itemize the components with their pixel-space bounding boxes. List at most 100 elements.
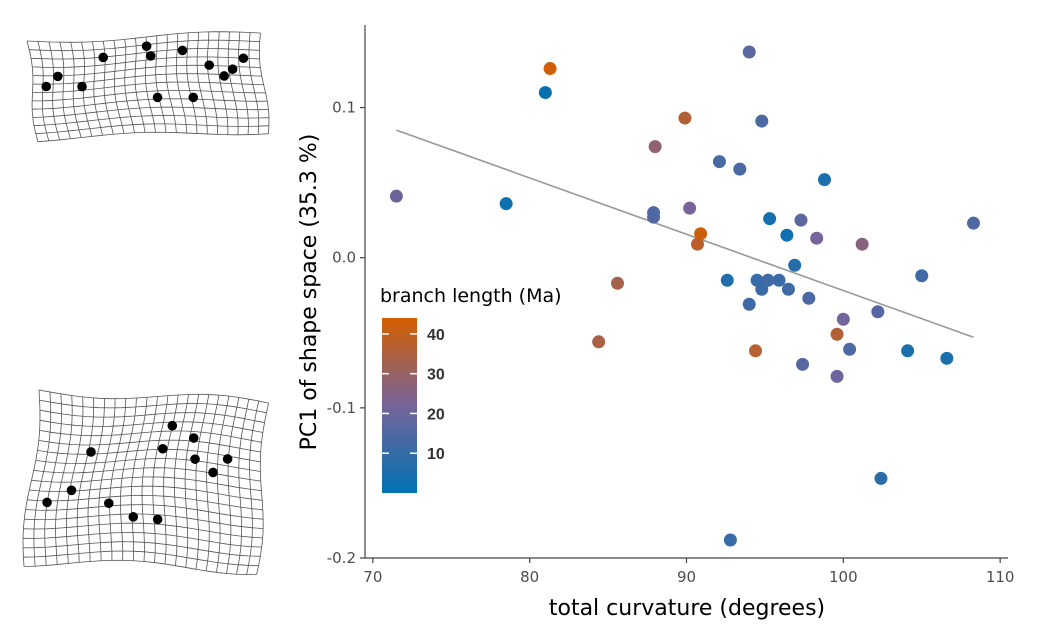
- data-point: [802, 291, 816, 305]
- grid-line: [134, 38, 146, 133]
- y-ticks: 0.1 0.0 -0.1 -0.2: [327, 99, 365, 567]
- grid-line: [32, 106, 269, 118]
- grid-line: [59, 42, 71, 139]
- x-tick-label: 100: [829, 568, 858, 586]
- landmark-point: [86, 447, 96, 457]
- data-point: [966, 216, 980, 230]
- landmark-point: [219, 71, 229, 81]
- grid-line: [37, 448, 261, 463]
- grid-line: [39, 409, 265, 424]
- grid-line: [236, 399, 250, 575]
- landmark-point: [208, 467, 218, 478]
- grid-line: [35, 458, 261, 472]
- grid-line: [246, 400, 260, 575]
- data-point: [678, 111, 692, 125]
- landmark-point: [141, 41, 152, 52]
- grid-line: [29, 485, 263, 501]
- grid-line: [23, 550, 259, 566]
- data-point: [761, 273, 775, 287]
- data-point: [780, 228, 794, 242]
- data-point: [592, 335, 606, 349]
- color-legend: branch length (Ma) 10 20 30 40: [380, 285, 562, 493]
- data-point: [389, 189, 403, 203]
- data-point: [749, 344, 763, 358]
- grid-line: [23, 541, 261, 557]
- data-point: [723, 533, 737, 547]
- landmark-point: [152, 514, 163, 525]
- grid-line: [32, 81, 264, 93]
- landmark-point: [152, 92, 163, 103]
- data-point: [788, 258, 802, 272]
- x-tick-label: 80: [520, 568, 539, 586]
- landmark-point: [128, 512, 139, 522]
- grid-line: [33, 115, 270, 127]
- data-point: [755, 114, 769, 128]
- grid-line: [26, 31, 261, 43]
- landmark-point: [157, 443, 168, 454]
- colorbar: [382, 318, 417, 493]
- landmark-point: [238, 53, 249, 64]
- grid-line: [163, 394, 179, 565]
- landmark-point: [145, 51, 156, 61]
- y-tick-label: -0.2: [327, 549, 356, 567]
- grid-line: [124, 39, 135, 133]
- colorbar-label: 10: [427, 446, 445, 463]
- legend-title: branch length (Ma): [380, 285, 562, 307]
- data-point: [712, 155, 726, 169]
- grid-line: [27, 494, 263, 511]
- grid-line: [24, 513, 264, 529]
- data-point: [794, 213, 808, 227]
- data-point: [836, 312, 850, 326]
- data-point: [874, 471, 888, 485]
- data-point: [742, 45, 756, 59]
- data-point: [830, 369, 844, 383]
- data-point: [855, 237, 869, 251]
- landmark-point: [66, 485, 77, 496]
- data-point: [871, 305, 885, 319]
- landmark-point: [103, 498, 114, 509]
- trend-line: [396, 129, 974, 339]
- landmark-point: [98, 52, 109, 63]
- data-point: [742, 297, 756, 311]
- landmark-point: [188, 433, 199, 443]
- landmark-point: [190, 454, 200, 464]
- grid-line: [30, 48, 260, 60]
- grid-line: [22, 531, 262, 548]
- landmark-point: [177, 45, 188, 56]
- scatter-chart: 70 80 90 100 110 0.1 0.0 -0.1 -0.2 total curvat…: [297, 25, 1014, 621]
- data-point: [772, 273, 786, 287]
- data-point: [538, 86, 552, 100]
- landmark-point: [42, 497, 52, 508]
- y-tick-label: 0.1: [332, 99, 356, 117]
- grid-line: [48, 41, 60, 141]
- landmark-point: [167, 420, 178, 431]
- data-point: [830, 327, 844, 341]
- grid-line: [38, 389, 269, 404]
- grid-line: [186, 32, 198, 134]
- data-point: [648, 140, 662, 154]
- landmark-point: [53, 71, 63, 82]
- grid-line: [22, 389, 41, 567]
- grid-line: [119, 397, 137, 561]
- grid-line: [35, 123, 269, 135]
- data-point: [763, 212, 777, 226]
- grid-line: [23, 559, 257, 576]
- grid-line: [26, 40, 39, 142]
- data-point: [901, 344, 915, 358]
- data-point: [796, 357, 810, 371]
- x-axis-title: total curvature (degrees): [549, 596, 825, 621]
- colorbar-ticks: 10 20 30 40: [382, 327, 445, 463]
- y-tick-label: 0.0: [332, 249, 356, 267]
- grid-line: [173, 394, 189, 566]
- grid-line: [238, 32, 249, 135]
- x-tick-label: 90: [677, 568, 696, 586]
- grid-line: [32, 98, 268, 110]
- grid-line: [65, 396, 84, 564]
- landmark-point: [227, 64, 238, 74]
- landmark-point: [188, 92, 199, 103]
- grid-line: [31, 476, 262, 492]
- data-point: [810, 231, 824, 245]
- x-tick-label: 70: [363, 568, 382, 586]
- data-point: [915, 269, 929, 283]
- data-point: [690, 237, 704, 251]
